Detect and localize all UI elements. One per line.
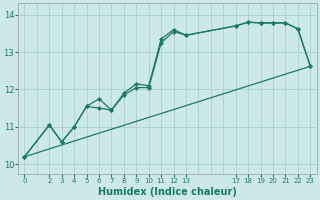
X-axis label: Humidex (Indice chaleur): Humidex (Indice chaleur)	[98, 187, 237, 197]
